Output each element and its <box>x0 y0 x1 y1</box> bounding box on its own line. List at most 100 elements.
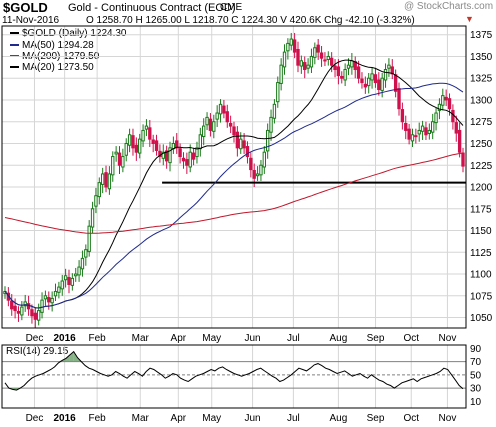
candle-body <box>340 75 344 79</box>
candle-body <box>53 290 58 297</box>
candle-body <box>178 148 182 158</box>
candle-body <box>434 112 438 124</box>
rsi-overbought-fill <box>73 351 78 362</box>
price-tick-label: 1175 <box>470 204 492 215</box>
candle-body <box>124 142 128 156</box>
rsi-x-label: Oct <box>403 413 419 424</box>
candle-body <box>195 147 199 158</box>
legend-price-label: $GOLD (Daily) 1224.30 <box>22 28 127 39</box>
candle-body <box>47 297 51 303</box>
candle-body <box>127 134 132 146</box>
candle-body <box>400 109 405 123</box>
candle-body <box>94 195 98 207</box>
rsi-title: RSI(14) 29.15 <box>6 346 69 357</box>
candle-body <box>286 42 290 52</box>
candle-body <box>383 69 388 81</box>
price-frame <box>1 25 467 329</box>
candle-body <box>131 135 135 149</box>
price-tick-label: 1325 <box>470 74 493 85</box>
candle-body <box>232 126 236 136</box>
candle-body <box>90 208 95 228</box>
price-x-label: May <box>202 333 221 344</box>
candle-body <box>427 129 432 134</box>
price-tick-label: 1200 <box>470 183 493 194</box>
rsi-x-label: Apr <box>171 413 187 424</box>
candle-body <box>262 151 266 168</box>
price-x-label: Aug <box>330 333 348 344</box>
price-x-label: Apr <box>171 333 187 344</box>
candle-body <box>397 88 401 110</box>
candle-body <box>16 310 21 314</box>
candle-body <box>276 82 280 103</box>
price-x-label: Dec <box>26 333 44 344</box>
candle-body <box>198 134 203 150</box>
candle-body <box>87 225 91 252</box>
ma20-line <box>4 59 464 309</box>
price-tick-label: 1300 <box>470 95 493 106</box>
candle-body <box>154 140 159 151</box>
price-x-label: Oct <box>403 333 419 344</box>
candle-body <box>33 312 37 320</box>
candle-body <box>235 131 240 149</box>
candle-body <box>279 64 283 84</box>
candle-body <box>255 173 260 177</box>
candle-body <box>161 151 165 159</box>
candle-body <box>296 48 300 66</box>
candle-body <box>111 156 115 176</box>
candle-body <box>26 303 31 310</box>
candle-body <box>407 128 411 140</box>
price-tick-label: 1125 <box>470 248 492 259</box>
rsi-x-label: 2016 <box>54 413 77 424</box>
quote-values: O 1258.70 H 1265.00 L 1218.70 C 1224.30 … <box>86 15 415 26</box>
candle-body <box>350 60 354 68</box>
price-x-label: Feb <box>89 333 107 344</box>
candle-body <box>329 57 334 66</box>
candle-body <box>451 109 455 123</box>
candle-body <box>306 64 310 69</box>
legend-price-swatch <box>10 32 19 35</box>
rsi-tick-label: 50 <box>470 370 482 381</box>
watermark-text: @ StockCharts.com <box>404 1 494 12</box>
candle-body <box>360 78 364 84</box>
candle-body <box>60 280 64 290</box>
candle-body <box>84 249 88 258</box>
candle-body <box>377 79 381 91</box>
price-tick-label: 1150 <box>470 226 492 237</box>
candle-body <box>373 74 378 84</box>
ma200-line <box>4 152 464 234</box>
price-x-label: Jul <box>287 333 300 344</box>
candle-body <box>40 299 44 313</box>
chart-description: Gold - Continuous Contract (EOD) <box>68 2 236 14</box>
candle-body <box>164 150 169 162</box>
candle-body <box>100 173 105 185</box>
rsi-overbought-fill <box>66 354 70 362</box>
price-tick-label: 1075 <box>470 291 493 302</box>
candle-body <box>326 55 330 61</box>
candle-body <box>144 125 149 130</box>
candle-body <box>309 55 314 68</box>
candle-body <box>77 266 81 276</box>
candle-body <box>138 138 142 154</box>
rsi-x-label: Sep <box>367 413 385 424</box>
candle-body <box>299 60 304 67</box>
rsi-tick-label: 30 <box>470 384 482 395</box>
candle-body <box>431 121 435 133</box>
candle-body <box>249 157 253 171</box>
candle-body <box>269 116 273 133</box>
candle-body <box>410 134 415 142</box>
candle-body <box>97 182 101 198</box>
price-tick-label: 1050 <box>470 313 493 324</box>
candle-body <box>70 277 75 286</box>
price-tick-label: 1250 <box>470 139 493 150</box>
price-x-label: 2016 <box>54 333 77 344</box>
candle-body <box>404 122 408 131</box>
candle-body <box>10 300 14 310</box>
candle-body <box>215 112 219 120</box>
candle-body <box>43 295 48 300</box>
rsi-x-label: Nov <box>439 413 457 424</box>
price-tick-label: 1225 <box>470 161 493 172</box>
rsi-frame <box>1 344 467 409</box>
price-x-label: Mar <box>132 333 150 344</box>
candle-body <box>393 74 398 92</box>
